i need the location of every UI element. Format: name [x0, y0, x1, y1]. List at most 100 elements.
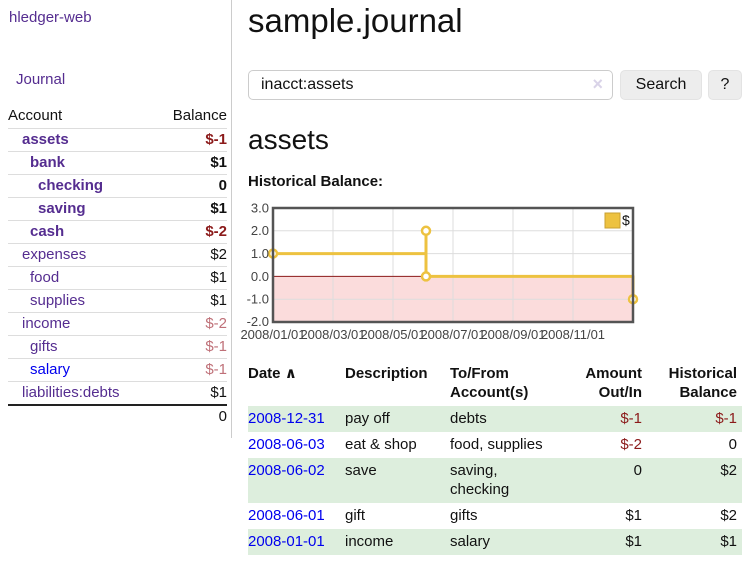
transaction-balance: $2 [720, 507, 737, 524]
account-link-expenses[interactable]: expenses [22, 246, 87, 263]
chart-title: Historical Balance: [248, 173, 384, 190]
svg-text:2008/11/01: 2008/11/01 [541, 327, 605, 342]
account-link-income[interactable]: income [22, 315, 71, 332]
account-link-liabilities-debts[interactable]: liabilities:debts [22, 384, 120, 401]
transaction-accounts: debts [450, 410, 487, 427]
account-link-food[interactable]: food [30, 269, 60, 286]
account-column-header: Account [8, 107, 63, 124]
account-link-bank[interactable]: bank [30, 154, 66, 171]
accounts-total-balance: 0 [218, 408, 227, 425]
transaction-description: pay off [345, 410, 390, 427]
register-row: 2008-12-31 pay off debts $-1 $-1 [248, 406, 742, 432]
chart-x-axis-labels: 2008/01/01 2008/03/01 2008/05/01 2008/07… [240, 327, 605, 342]
transaction-amount: $-1 [620, 410, 642, 427]
svg-text:2008/07/01: 2008/07/01 [420, 327, 485, 342]
account-link-assets[interactable]: assets [22, 131, 69, 148]
register-header-row: Date ∧ Description To/From Account(s) Am… [248, 361, 742, 406]
chart-legend-swatch [604, 212, 621, 229]
svg-text:-2.0: -2.0 [247, 314, 269, 329]
transaction-description: save [345, 462, 377, 479]
chart-border [271, 206, 635, 324]
account-balance: 0 [218, 177, 227, 194]
account-row: gifts $-1 [8, 336, 227, 359]
account-link-gifts[interactable]: gifts [30, 338, 58, 355]
account-balance: $1 [210, 200, 227, 217]
svg-text:1.0: 1.0 [251, 246, 269, 261]
account-row: assets $-1 [8, 129, 227, 152]
sidebar: hledger-web Journal Account Balance asse… [0, 0, 232, 438]
search-input[interactable] [248, 70, 613, 100]
svg-text:2008/09/01: 2008/09/01 [480, 327, 545, 342]
transaction-amount: $1 [625, 507, 642, 524]
transaction-amount: $-2 [620, 436, 642, 453]
account-link-salary[interactable]: salary [30, 361, 71, 378]
transaction-balance: $-1 [715, 410, 737, 427]
account-row: expenses $2 [8, 244, 227, 267]
transaction-date-link[interactable]: 2008-06-01 [248, 507, 325, 524]
svg-text:-1.0: -1.0 [247, 292, 269, 307]
register-row: 2008-06-01 gift gifts $1 $2 [248, 503, 742, 529]
account-row: food $1 [8, 267, 227, 290]
account-balance: $1 [210, 269, 227, 286]
amount-column-header: Amount Out/In [585, 365, 642, 401]
accounts-table: Account Balance assets $-1 bank $1 check… [8, 104, 227, 428]
transaction-balance: 0 [728, 436, 737, 453]
account-link-cash[interactable]: cash [30, 223, 65, 240]
account-balance: $-1 [205, 361, 227, 378]
svg-text:2008/03/01: 2008/03/01 [300, 327, 365, 342]
register-table: Date ∧ Description To/From Account(s) Am… [248, 361, 742, 555]
search-button[interactable]: Search [620, 70, 702, 100]
balance-column-header: Balance [172, 107, 227, 124]
svg-text:2.0: 2.0 [251, 223, 269, 238]
transaction-date-link[interactable]: 2008-01-01 [248, 533, 325, 550]
transaction-description: eat & shop [345, 436, 417, 453]
sidebar-item-journal[interactable]: Journal [16, 71, 66, 88]
accounts-total-row: 0 [8, 405, 227, 428]
transaction-accounts: gifts [450, 507, 478, 524]
clear-search-icon[interactable]: × [592, 74, 603, 94]
transaction-description: income [345, 533, 394, 550]
accounts-column-header: To/From Account(s) [450, 365, 529, 401]
register-row: 2008-06-03 eat & shop food, supplies $-2… [248, 432, 742, 458]
account-balance: $1 [210, 154, 227, 171]
account-row: supplies $1 [8, 290, 227, 313]
transaction-date-link[interactable]: 2008-12-31 [248, 410, 325, 427]
account-balance: $-2 [205, 223, 227, 240]
account-row: cash $-2 [8, 221, 227, 244]
account-balance: $-1 [205, 131, 227, 148]
transaction-balance: $2 [720, 462, 737, 479]
account-balance: $-1 [205, 338, 227, 355]
account-heading: assets [248, 124, 329, 155]
brand-link[interactable]: hledger-web [9, 9, 92, 26]
transaction-accounts: saving, checking [450, 462, 510, 498]
description-column-header: Description [345, 365, 428, 382]
transaction-date-link[interactable]: 2008-06-02 [248, 462, 325, 479]
date-column-header[interactable]: Date ∧ [248, 365, 297, 382]
transaction-date-link[interactable]: 2008-06-03 [248, 436, 325, 453]
svg-text:3.0: 3.0 [251, 203, 269, 216]
page-title: sample.journal [248, 2, 463, 39]
account-row: bank $1 [8, 152, 227, 175]
transaction-accounts: salary [450, 533, 491, 550]
balance-column-header: Historical Balance [668, 365, 737, 401]
account-row: checking 0 [8, 175, 227, 198]
search-input-wrap: × [248, 70, 613, 100]
account-link-saving[interactable]: saving [38, 200, 86, 217]
account-balance: $1 [210, 292, 227, 309]
account-link-checking[interactable]: checking [38, 177, 104, 194]
accounts-table-header: Account Balance [8, 104, 227, 129]
account-link-supplies[interactable]: supplies [30, 292, 86, 309]
account-balance: $-2 [205, 315, 227, 332]
help-button[interactable]: ? [708, 70, 742, 100]
balance-chart: $ 3.0 2.0 1.0 0.0 -1.0 -2.0 2008/01/01 2… [240, 203, 639, 342]
sort-ascending-icon: ∧ [284, 365, 297, 382]
account-row: saving $1 [8, 198, 227, 221]
account-row: salary $-1 [8, 359, 227, 382]
svg-text:0.0: 0.0 [251, 269, 269, 284]
transaction-accounts: food, supplies [450, 436, 543, 453]
search-bar: × Search ? [248, 70, 742, 100]
main-content: sample.journal × Search ? assets Histori… [240, 0, 742, 582]
chart-y-axis-labels: 3.0 2.0 1.0 0.0 -1.0 -2.0 [247, 203, 269, 329]
transaction-amount: $1 [625, 533, 642, 550]
svg-text:2008/01/01: 2008/01/01 [240, 327, 305, 342]
